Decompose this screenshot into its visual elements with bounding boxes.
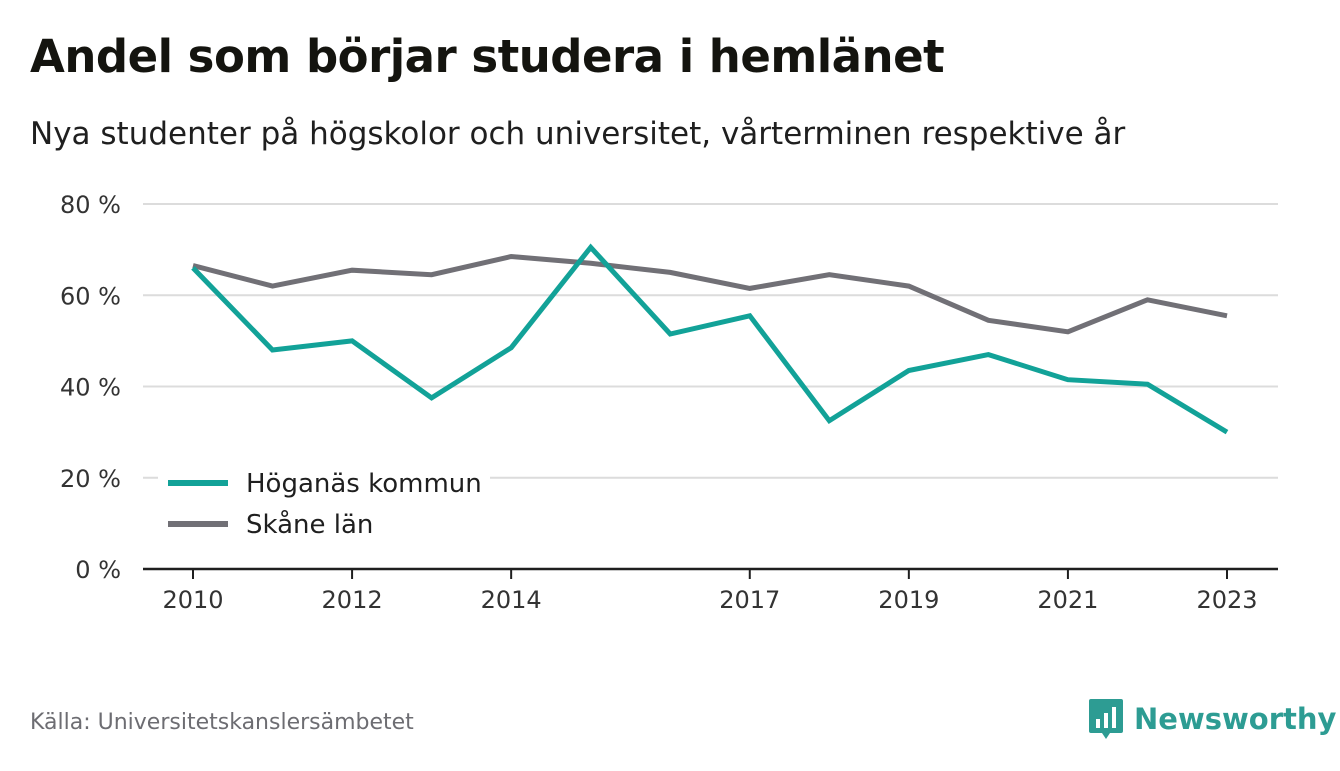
legend-label: Skåne län <box>246 509 373 540</box>
x-tick-label: 2019 <box>878 586 939 614</box>
y-tick-label: 40 % <box>60 374 121 402</box>
source-note: Källa: Universitetskanslersämbetet <box>30 710 414 735</box>
x-tick-label: 2010 <box>162 586 223 614</box>
series-line-h-gan-s-kommun <box>191 243 1229 435</box>
brand-name: Newsworthy <box>1134 702 1337 736</box>
newsworthy-logo-icon <box>1089 699 1123 739</box>
legend-label: Höganäs kommun <box>246 469 482 499</box>
x-tick-label: 2023 <box>1196 586 1257 614</box>
y-tick-label: 0 % <box>75 556 121 584</box>
legend: Höganäs kommun Skåne län <box>158 460 490 548</box>
y-tick-label: 80 % <box>60 191 121 219</box>
series-lines <box>191 243 1229 435</box>
series-line-sk-ne-l-n <box>192 253 1228 335</box>
chart-title: Andel som börjar studera i hemlänet <box>30 30 945 83</box>
y-tick-label: 20 % <box>60 465 121 493</box>
x-tick-label: 2021 <box>1037 586 1098 614</box>
legend-background <box>158 460 490 548</box>
x-tick-label: 2017 <box>719 586 780 614</box>
axes: 0 % 20 % 40 % 60 % 80 % 2010 2012 2014 2017 2019 2… <box>60 191 1278 614</box>
gridlines <box>143 203 1278 479</box>
x-tick-label: 2014 <box>481 586 542 614</box>
brand-logo[interactable]: Newsworthy <box>1088 697 1336 741</box>
y-tick-label: 60 % <box>60 282 121 310</box>
x-tick-label: 2012 <box>322 586 383 614</box>
chart-subtitle: Nya studenter på högskolor och universit… <box>30 116 1126 152</box>
